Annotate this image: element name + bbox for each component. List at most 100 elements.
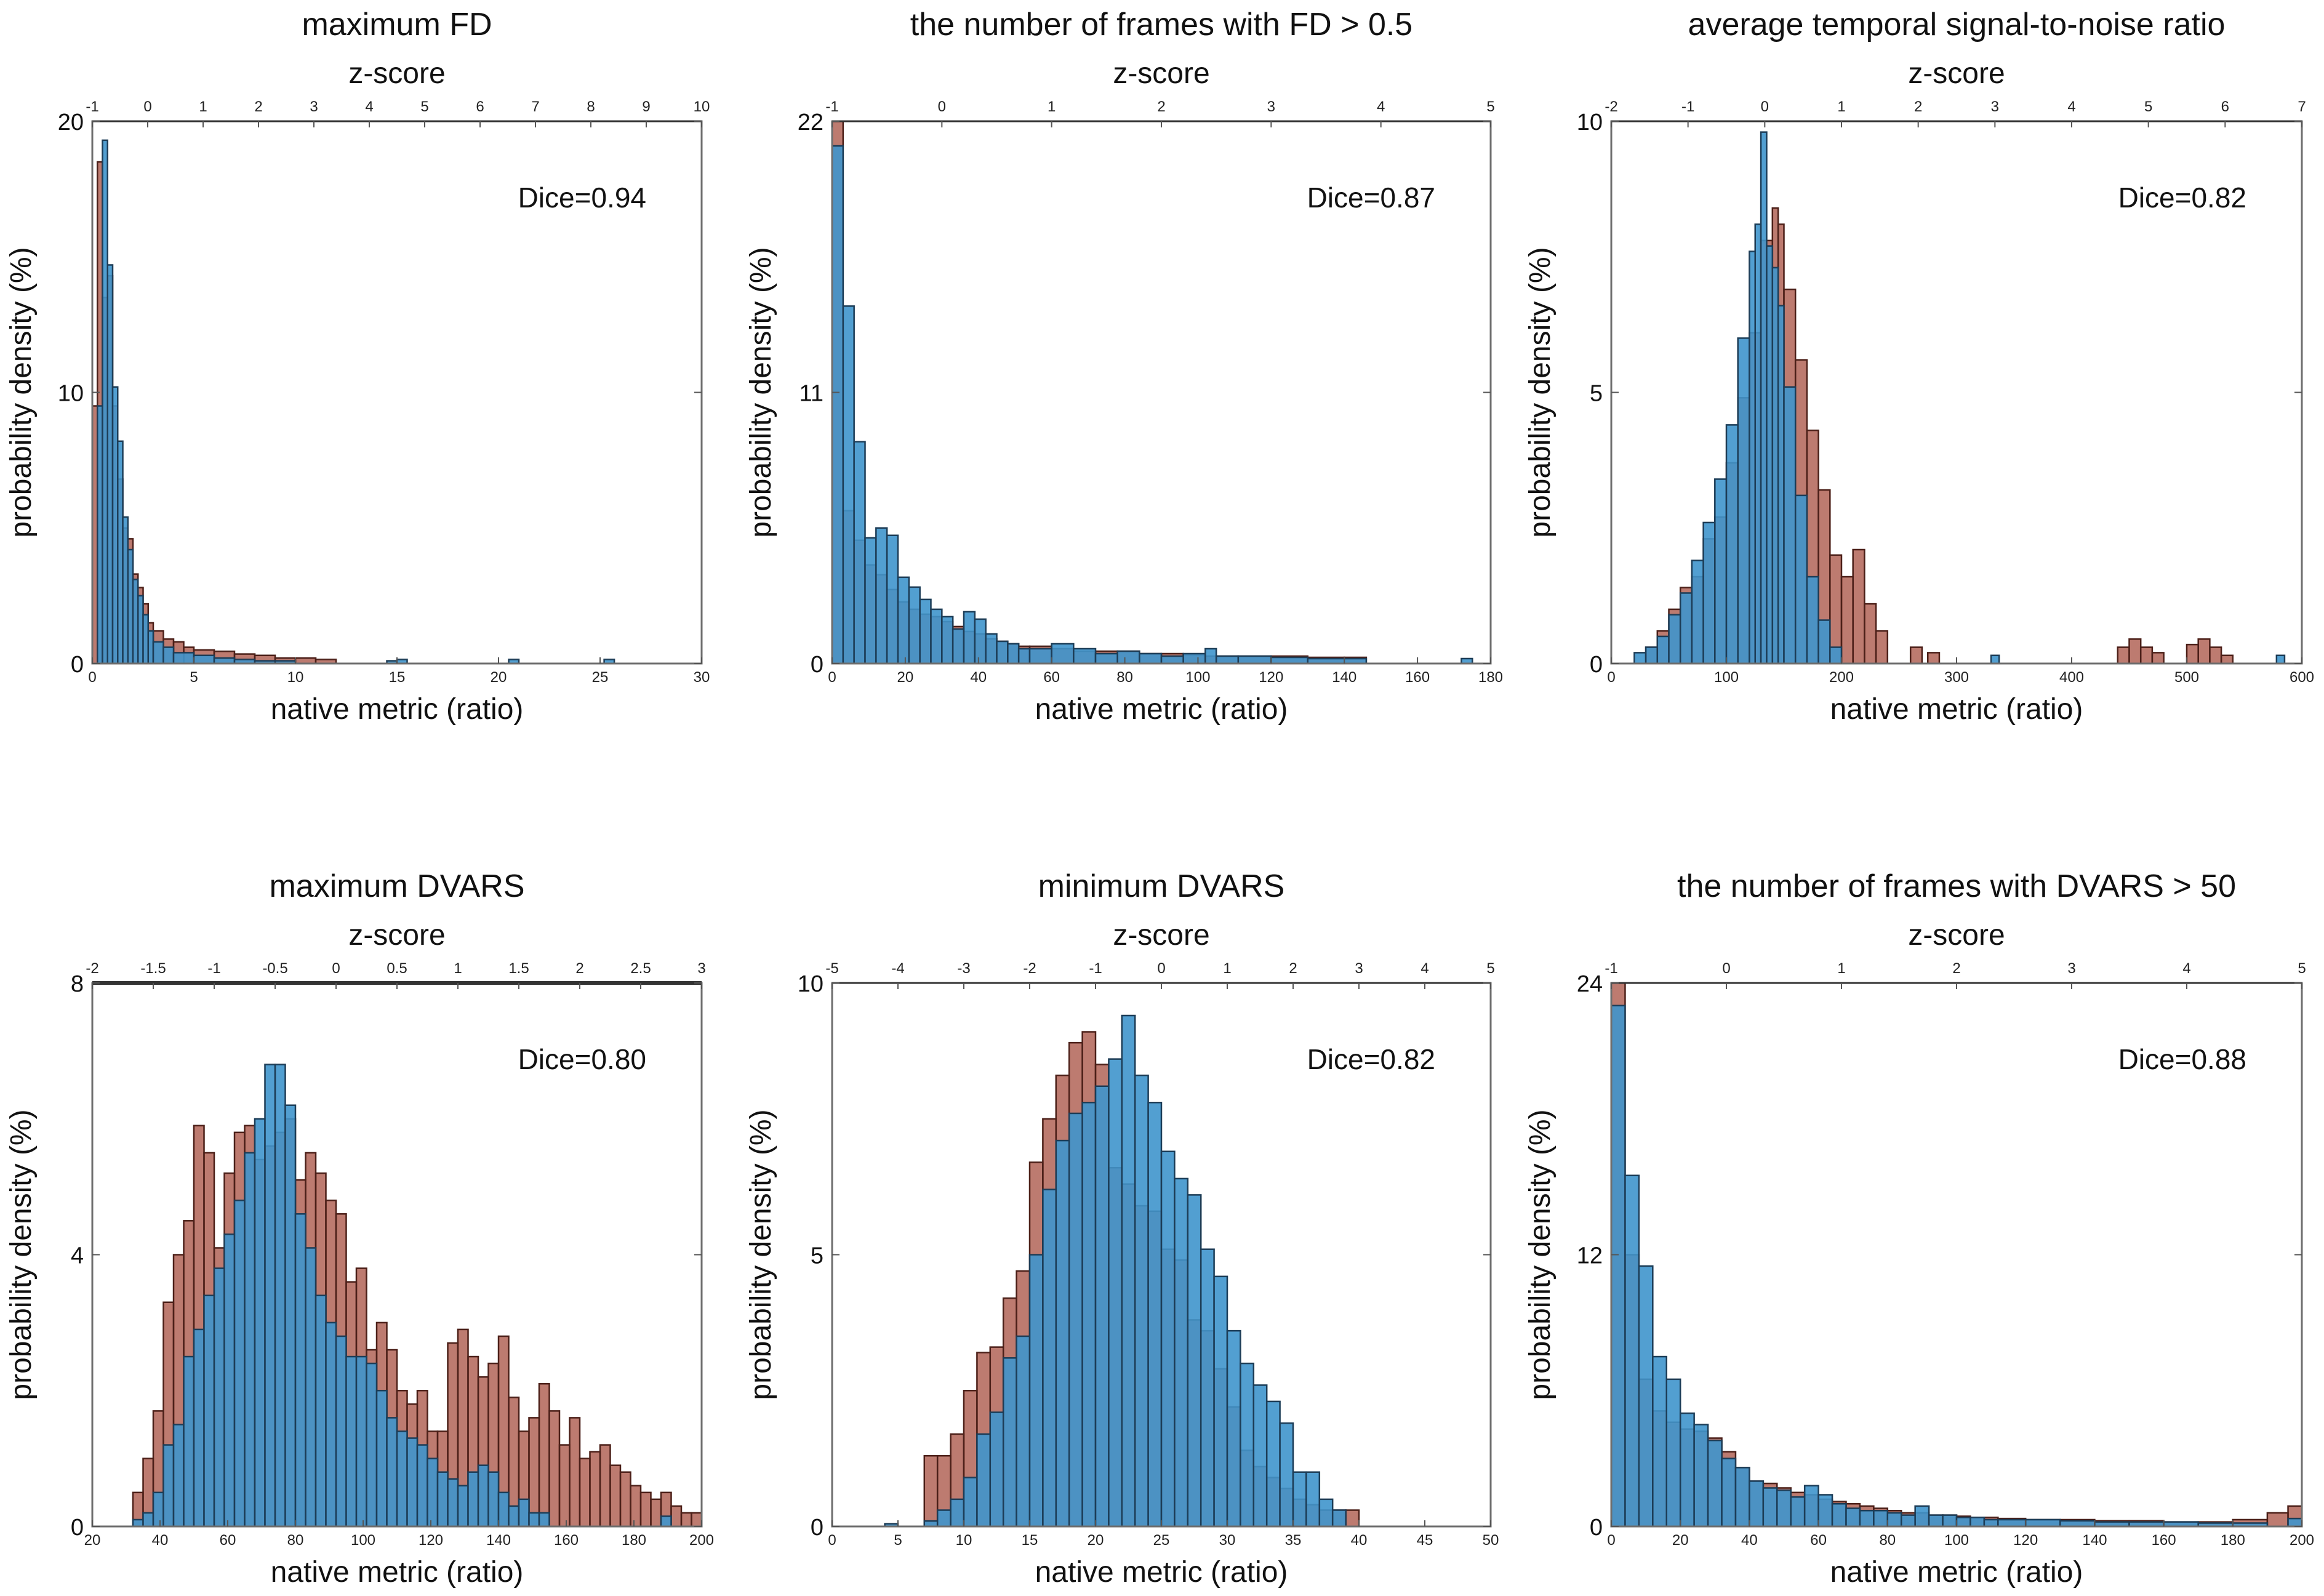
histogram-bar-blue [1749, 1480, 1765, 1528]
x-tick-label: 40 [970, 669, 987, 686]
series-blue [97, 139, 615, 665]
z-tick-label: -1 [1089, 960, 1102, 977]
histogram-bar-blue [1147, 1102, 1163, 1528]
x-tick-label: 20 [1672, 1532, 1689, 1549]
histogram-bar-blue [366, 1362, 378, 1528]
z-tick-label: 5 [1486, 98, 1494, 115]
histogram-bar-blue [152, 1491, 164, 1528]
z-tick-label: 3 [1991, 98, 1999, 115]
histogram-bar-red [548, 1410, 561, 1528]
chart-title: minimum DVARS [1038, 868, 1285, 904]
x-tick-label: 80 [1116, 669, 1133, 686]
y-axis-label: probability density (%) [745, 1109, 777, 1400]
histogram-bar-blue [1016, 1335, 1031, 1528]
z-tick-label: 0.5 [387, 960, 407, 977]
histogram-bar-blue [1845, 1507, 1861, 1528]
histogram-bar-blue [1200, 1248, 1215, 1528]
histogram-bar-blue [864, 537, 877, 665]
histogram-bar-blue [1187, 1194, 1202, 1528]
histogram-bar-blue [1817, 1494, 1833, 1528]
histogram-bar-blue [142, 1512, 154, 1528]
histogram-bar-blue [335, 1335, 347, 1528]
x-tick-label: 140 [1332, 669, 1356, 686]
histogram-bar-red [2209, 646, 2222, 665]
histogram-bar-blue [172, 1424, 185, 1528]
x-tick-label: 0 [828, 669, 836, 686]
y-tick-label: 10 [1577, 110, 1603, 135]
histogram-bar-blue [1997, 1518, 2027, 1528]
histogram-bar-blue [467, 1471, 479, 1528]
x-axis-label: native metric (ratio) [1830, 1556, 2083, 1589]
histogram-bar-blue [1252, 1384, 1268, 1528]
histogram-bar-blue [1702, 521, 1716, 665]
x-tick-label: 20 [491, 669, 507, 686]
dice-annotation: Dice=0.80 [518, 1043, 646, 1075]
z-tick-label: 4 [2182, 960, 2190, 977]
histogram-bar-blue [974, 618, 987, 665]
histogram-bar-blue [1073, 648, 1097, 665]
z-tick-label: 5 [2298, 960, 2306, 977]
y-tick-label: 11 [799, 381, 823, 407]
histogram-bar-red [1852, 548, 1865, 665]
x-axis-label: native metric (ratio) [1035, 693, 1288, 726]
x-tick-label: 20 [1088, 1532, 1104, 1549]
histogram-bar-red [2266, 1512, 2289, 1528]
z-tick-label: 0 [332, 960, 340, 977]
x-tick-label: 40 [152, 1532, 169, 1549]
x-tick-label: 180 [2221, 1532, 2245, 1549]
z-tick-label: -1 [1605, 960, 1617, 977]
histogram-bar-blue [1776, 1489, 1792, 1528]
histogram-bar-red [650, 1498, 662, 1528]
histogram-bar-red [2128, 638, 2142, 665]
histogram-bar-red [2220, 654, 2234, 665]
histogram-bar-blue [1174, 1177, 1189, 1528]
z-tick-label: 1.5 [508, 960, 529, 977]
y-tick-label: 10 [58, 381, 84, 407]
z-tick-label: 2 [1952, 960, 1960, 977]
histogram-bar-blue [315, 1294, 327, 1528]
x-tick-label: 50 [1483, 1532, 1499, 1549]
histogram-bar-blue [294, 1213, 307, 1528]
y-tick-label: 20 [58, 110, 84, 135]
x-tick-label: 100 [1714, 669, 1739, 686]
histogram-bar-blue [1969, 1517, 1985, 1528]
histogram-bar-blue [183, 1355, 195, 1528]
histogram-bar-blue [1831, 1502, 1847, 1528]
z-tick-label: 2 [1157, 98, 1165, 115]
x-tick-label: 30 [694, 669, 710, 686]
x-tick-label: 120 [419, 1532, 443, 1549]
histogram-bar-blue [233, 1199, 246, 1528]
x-tick-label: 60 [1810, 1532, 1827, 1549]
x-tick-label: 45 [1417, 1532, 1433, 1549]
histogram-bar-blue [1760, 131, 1768, 665]
histogram-bar-blue [436, 1471, 449, 1528]
histogram-bar-blue [1762, 1487, 1778, 1528]
series-blue [132, 1064, 672, 1528]
z-tick-label: 3 [697, 960, 705, 977]
histogram-bar-blue [1292, 1471, 1307, 1528]
chart-title: average temporal signal-to-noise ratio [1688, 7, 2226, 42]
chart-panel-2: the number of frames with FD > 0.5 z-scor… [745, 7, 1503, 726]
histogram-bar-blue [1721, 1458, 1737, 1528]
z-tick-label: -1.5 [140, 960, 166, 977]
histogram-bar-blue [1873, 1509, 1889, 1528]
x-tick-label: 30 [1219, 1532, 1236, 1549]
y-axis-label: probability density (%) [745, 247, 777, 537]
chart-panel-6: the number of frames with DVARS > 50 z-sc… [1524, 868, 2314, 1589]
x-tick-label: 5 [190, 669, 198, 686]
histogram-bar-blue [853, 441, 866, 665]
histogram-bar-blue [406, 1437, 419, 1528]
histogram-bar-blue [1679, 592, 1693, 665]
histogram-bar-blue [1215, 655, 1240, 665]
histogram-bar-blue [487, 1471, 500, 1528]
histogram-bar-blue [1305, 1471, 1321, 1528]
histogram-bar-blue [172, 652, 195, 665]
histogram-bar-blue [1817, 619, 1831, 665]
y-tick-label: 10 [798, 971, 823, 997]
z-tick-label: 6 [2221, 98, 2229, 115]
x-tick-label: 160 [2152, 1532, 2176, 1549]
y-tick-label: 0 [1590, 1515, 1603, 1541]
histogram-bar-blue [1645, 646, 1659, 665]
histogram-bar-blue [1116, 650, 1140, 665]
